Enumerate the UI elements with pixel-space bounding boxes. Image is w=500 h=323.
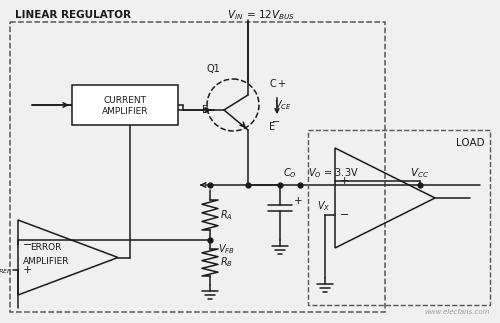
Text: +: + (277, 79, 285, 89)
Text: +: + (294, 196, 302, 206)
Bar (10, 22, 385, 312)
Text: $V_{CE}$: $V_{CE}$ (274, 98, 291, 112)
Text: $C_O$: $C_O$ (283, 166, 297, 180)
Text: −: − (23, 240, 32, 250)
Text: C: C (269, 79, 276, 89)
Text: www.elecfans.com: www.elecfans.com (424, 309, 490, 315)
Text: AMPLIFIER: AMPLIFIER (23, 257, 69, 266)
Text: $V_O$ = 3.3V: $V_O$ = 3.3V (308, 166, 358, 180)
Text: ERROR: ERROR (30, 243, 62, 252)
Text: LOAD: LOAD (456, 138, 485, 148)
Text: $V_{FB}$: $V_{FB}$ (218, 242, 235, 256)
Text: B: B (202, 105, 209, 115)
Text: $R_B$: $R_B$ (220, 255, 233, 269)
Text: = 12$V_{BUS}$: = 12$V_{BUS}$ (243, 8, 296, 22)
Bar (72, 85, 178, 125)
Text: −: − (272, 117, 280, 127)
Text: $V_{IN}$: $V_{IN}$ (226, 8, 243, 22)
Text: $V_{REF}$: $V_{REF}$ (0, 264, 12, 276)
Text: LINEAR REGULATOR: LINEAR REGULATOR (15, 10, 131, 20)
Text: AMPLIFIER: AMPLIFIER (102, 107, 148, 116)
Bar (308, 130, 490, 305)
Text: $V_{CC}$: $V_{CC}$ (410, 166, 430, 180)
Text: −: − (340, 210, 349, 220)
Text: +: + (23, 265, 32, 275)
Text: E: E (269, 122, 275, 132)
Text: $R_A$: $R_A$ (220, 208, 233, 222)
Text: Q1: Q1 (206, 64, 220, 74)
Text: CURRENT: CURRENT (104, 96, 146, 105)
Text: +: + (340, 176, 349, 186)
Text: $V_X$: $V_X$ (316, 199, 330, 213)
